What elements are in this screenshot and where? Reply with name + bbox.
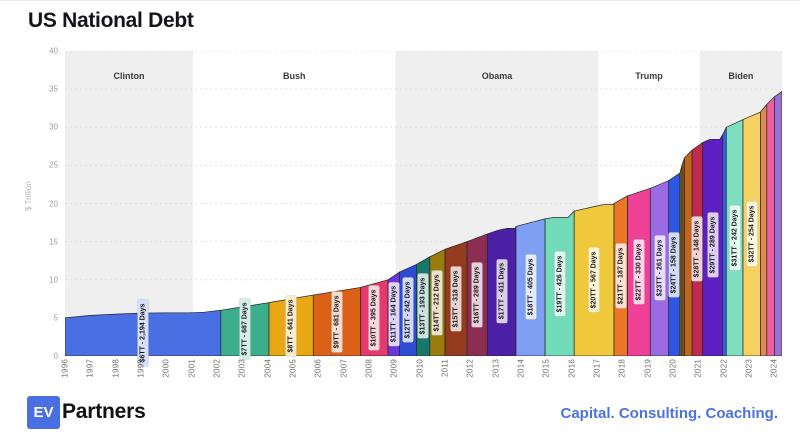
y-tick-5: 5 — [53, 313, 58, 323]
x-tick-2023: 2023 — [744, 359, 754, 378]
y-tick-40: 40 — [49, 46, 58, 56]
president-label-biden: Biden — [728, 71, 754, 81]
y-tick-0: 0 — [53, 351, 58, 361]
debt-band-26T — [681, 157, 685, 356]
y-tick-25: 25 — [49, 160, 58, 170]
band-label-15T: $15TT - 318 Days — [450, 266, 462, 332]
page-title: US National Debt — [28, 9, 194, 32]
x-tick-2017: 2017 — [592, 359, 602, 378]
x-tick-1997: 1997 — [85, 359, 95, 378]
brand-name: Partners — [62, 400, 146, 423]
x-tick-2011: 2011 — [440, 359, 450, 378]
x-tick-2020: 2020 — [668, 359, 678, 378]
x-tick-2016: 2016 — [567, 359, 577, 378]
brand-logo: EV — [27, 396, 60, 429]
band-label-24T: $24TT - 158 Days — [668, 232, 680, 297]
x-tick-2002: 2002 — [212, 359, 222, 378]
president-era-shade — [65, 51, 193, 356]
x-tick-2005: 2005 — [288, 359, 298, 378]
band-label-8T: $8TT - 641 Days — [285, 295, 297, 356]
y-tick-35: 35 — [49, 84, 58, 94]
band-label-31T: $31TT - 242 Days — [729, 205, 741, 271]
x-tick-2010: 2010 — [415, 359, 425, 378]
y-tick-20: 20 — [49, 199, 58, 208]
y-tick-30: 30 — [49, 122, 58, 132]
footer-tagline: Capital. Consulting. Coaching. — [560, 405, 779, 422]
x-tick-2004: 2004 — [263, 359, 273, 378]
band-label-19T: $19TT - 426 Days — [554, 251, 566, 316]
band-label-12T: $12TT - 242 Days — [402, 277, 414, 343]
x-tick-1998: 1998 — [111, 359, 121, 378]
x-tick-2022: 2022 — [719, 359, 729, 378]
x-tick-2008: 2008 — [364, 359, 374, 378]
band-label-20T: $20TT - 567 Days — [588, 247, 600, 313]
x-tick-2015: 2015 — [541, 359, 551, 378]
x-tick-2001: 2001 — [187, 359, 197, 378]
band-label-32T: $32TT - 254 Days — [746, 201, 758, 267]
debt-band-30T — [722, 127, 727, 356]
band-label-9T: $9TT - 681 Days — [331, 291, 343, 353]
president-label-obama: Obama — [481, 71, 513, 81]
band-label-13T: $13TT - 193 Days — [417, 274, 429, 339]
debt-area-chart: Clinton Bush Obama Trump Biden $6TT - 2,194 D… — [65, 51, 782, 367]
x-tick-2019: 2019 — [643, 359, 653, 378]
band-label-28T: $28TT - 148 Days — [691, 216, 703, 282]
band-label-6T: $6TT - 2,194 Days — [137, 299, 149, 367]
president-label-bush: Bush — [283, 71, 306, 81]
band-label-29T: $29TT - 289 Days — [707, 213, 719, 278]
x-tick-2012: 2012 — [465, 359, 475, 378]
debt-band-34T — [766, 95, 775, 356]
x-tick-1996: 1996 — [60, 359, 70, 378]
band-label-7T: $7TT - 687 Days — [239, 298, 251, 360]
band-label-22T: $22TT - 330 Days — [633, 239, 645, 305]
president-label-trump: Trump — [635, 71, 663, 81]
y-tick-15: 15 — [49, 237, 58, 247]
y-tick-10: 10 — [49, 275, 58, 285]
debt-band-33T — [760, 103, 768, 356]
x-tick-2021: 2021 — [693, 359, 703, 378]
x-tick-2024: 2024 — [769, 359, 779, 378]
footer: EV Partners Capital. Consulting. Coachin… — [0, 391, 800, 437]
band-label-11T: $11TT - 164 Days — [388, 281, 400, 347]
x-tick-2003: 2003 — [237, 359, 247, 378]
president-label-clinton: Clinton — [113, 71, 145, 81]
band-label-23T: $23TT - 261 Days — [654, 235, 665, 301]
band-label-21T: $21TT - 187 Days — [615, 243, 627, 309]
band-label-14T: $14TT - 212 Days — [431, 270, 443, 336]
band-label-16T: $16TT - 289 Days — [471, 262, 483, 328]
band-label-10T: $10TT - 395 Days — [368, 285, 380, 351]
debt-band-35T — [774, 90, 782, 356]
x-tick-2013: 2013 — [491, 359, 501, 378]
x-tick-2007: 2007 — [339, 359, 349, 378]
x-tick-2000: 2000 — [161, 359, 171, 378]
x-tick-2014: 2014 — [516, 359, 526, 378]
x-tick-1999: 1999 — [136, 359, 146, 378]
x-tick-2018: 2018 — [617, 359, 627, 378]
x-tick-2009: 2009 — [389, 359, 399, 378]
x-tick-2006: 2006 — [313, 359, 323, 378]
band-label-18T: $18TT - 405 Days — [525, 254, 537, 320]
band-label-17T: $17TT - 411 Days — [496, 258, 508, 324]
